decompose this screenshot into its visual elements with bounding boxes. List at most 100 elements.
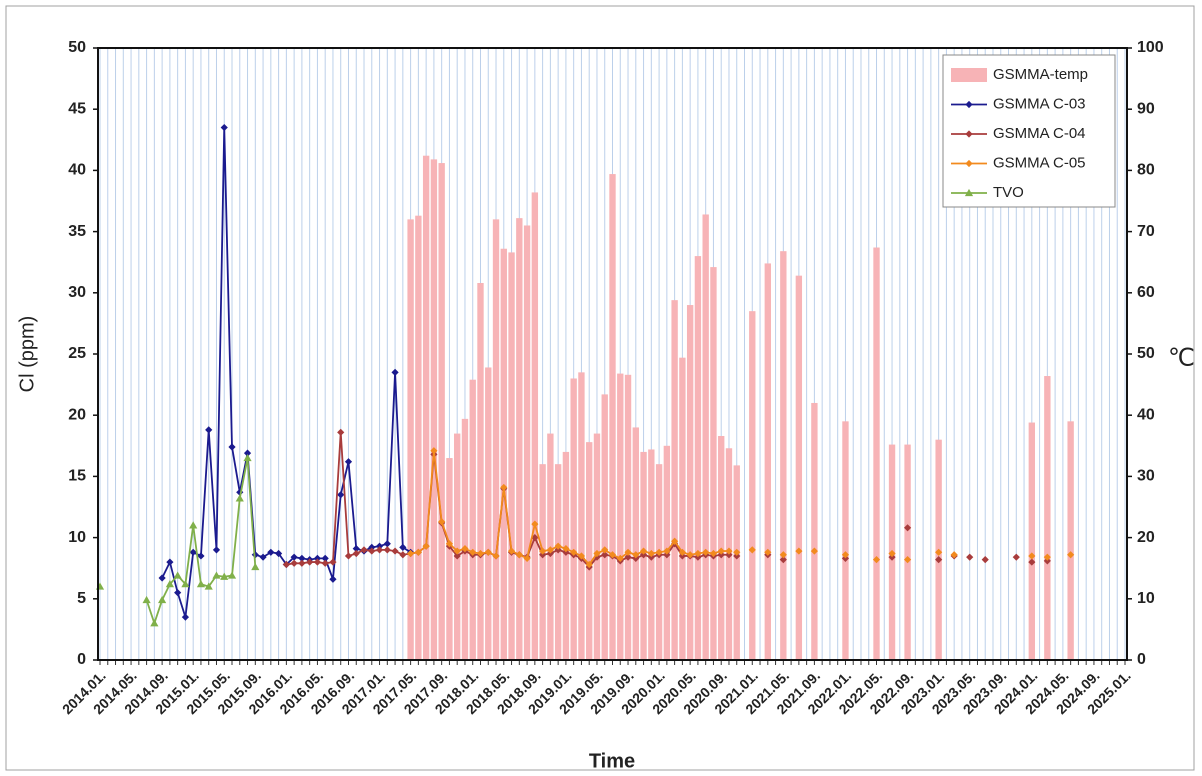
bar	[686, 305, 694, 660]
marker	[1043, 553, 1051, 561]
marker	[725, 547, 733, 555]
marker	[173, 571, 182, 579]
marker	[570, 548, 578, 556]
lines	[95, 123, 1075, 627]
marker	[391, 547, 399, 555]
y2-tick-label: 90	[1137, 100, 1155, 117]
marker	[935, 556, 943, 564]
marker	[181, 613, 190, 621]
marker	[220, 123, 228, 132]
bar	[710, 267, 717, 660]
marker	[779, 551, 787, 559]
marker	[469, 548, 477, 556]
marker	[298, 559, 306, 567]
y2-axis-label: ℃	[1168, 344, 1195, 371]
marker	[189, 548, 197, 556]
bar	[554, 464, 562, 660]
marker	[375, 546, 384, 554]
y2-tick-label: 40	[1137, 406, 1155, 423]
bar	[702, 214, 709, 661]
marker	[165, 580, 174, 588]
bar	[764, 263, 771, 660]
marker	[554, 542, 562, 550]
bar	[624, 374, 632, 660]
marker	[166, 558, 174, 566]
marker	[515, 551, 523, 559]
bar	[407, 219, 414, 661]
marker	[733, 548, 741, 556]
marker	[243, 449, 252, 457]
marker	[531, 520, 539, 528]
y-tick-label: 5	[77, 590, 86, 607]
marker	[228, 443, 236, 451]
marker	[639, 551, 648, 559]
y2-tick-label: 10	[1137, 590, 1155, 607]
bar	[904, 444, 911, 660]
marker	[748, 546, 756, 554]
bar	[679, 357, 686, 660]
marker	[647, 553, 655, 561]
marker	[717, 551, 725, 559]
marker	[399, 551, 407, 559]
marker	[212, 546, 221, 554]
marker	[407, 549, 415, 558]
marker	[725, 551, 733, 559]
bar	[842, 421, 849, 660]
marker	[965, 100, 973, 109]
marker	[888, 549, 896, 558]
marker	[507, 547, 516, 555]
marker	[717, 547, 725, 555]
marker	[632, 551, 640, 559]
marker	[539, 547, 547, 555]
marker	[430, 447, 438, 455]
x-axis-label: Time	[589, 750, 635, 772]
marker	[577, 552, 586, 560]
marker	[142, 595, 151, 604]
marker	[306, 558, 314, 566]
bar	[539, 464, 546, 660]
bar	[609, 174, 616, 660]
marker	[593, 549, 601, 558]
marker	[686, 551, 694, 559]
y-tick-label: 10	[68, 529, 86, 546]
marker	[383, 546, 391, 554]
marker	[212, 571, 221, 579]
marker	[671, 537, 679, 545]
y-tick-label: 35	[68, 223, 86, 240]
bar	[485, 367, 492, 660]
marker	[174, 589, 182, 597]
bar	[516, 218, 523, 661]
marker	[655, 548, 663, 556]
legend-label: GSMMA C-04	[993, 125, 1086, 142]
marker	[492, 552, 500, 560]
marker	[321, 554, 329, 563]
y-tick-label: 50	[68, 39, 86, 56]
marker	[965, 130, 973, 138]
marker	[337, 491, 345, 499]
bar	[1028, 422, 1036, 660]
marker	[197, 552, 205, 560]
marker	[189, 521, 198, 529]
marker	[694, 549, 702, 558]
marker	[267, 548, 275, 556]
marker	[453, 552, 461, 560]
marker	[158, 595, 167, 604]
marker	[663, 547, 671, 555]
bar	[430, 159, 438, 660]
marker	[779, 556, 787, 564]
marker	[298, 554, 306, 563]
marker	[205, 426, 213, 434]
marker	[352, 545, 360, 553]
y-tick-label: 15	[68, 468, 86, 485]
marker	[531, 534, 539, 542]
marker	[593, 553, 601, 561]
marker	[344, 458, 353, 466]
bar	[562, 451, 570, 660]
marker	[810, 547, 818, 555]
marker	[624, 548, 632, 556]
y-tick-label: 25	[68, 345, 86, 362]
bar	[671, 300, 678, 660]
bar	[454, 433, 461, 660]
marker	[546, 546, 554, 554]
